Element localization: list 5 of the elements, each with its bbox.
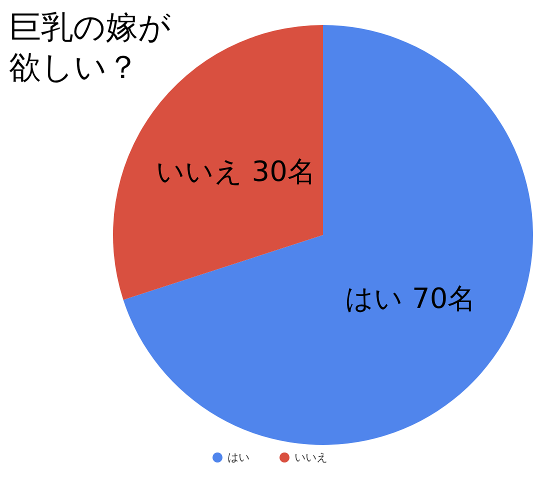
data-label: はい 70名: [345, 282, 476, 315]
data-label: いいえ 30名: [156, 155, 316, 188]
legend-label: はい: [228, 451, 250, 464]
legend-label: いいえ: [294, 451, 328, 464]
chart-title: 巨乳の嫁が欲しい？: [9, 8, 171, 86]
